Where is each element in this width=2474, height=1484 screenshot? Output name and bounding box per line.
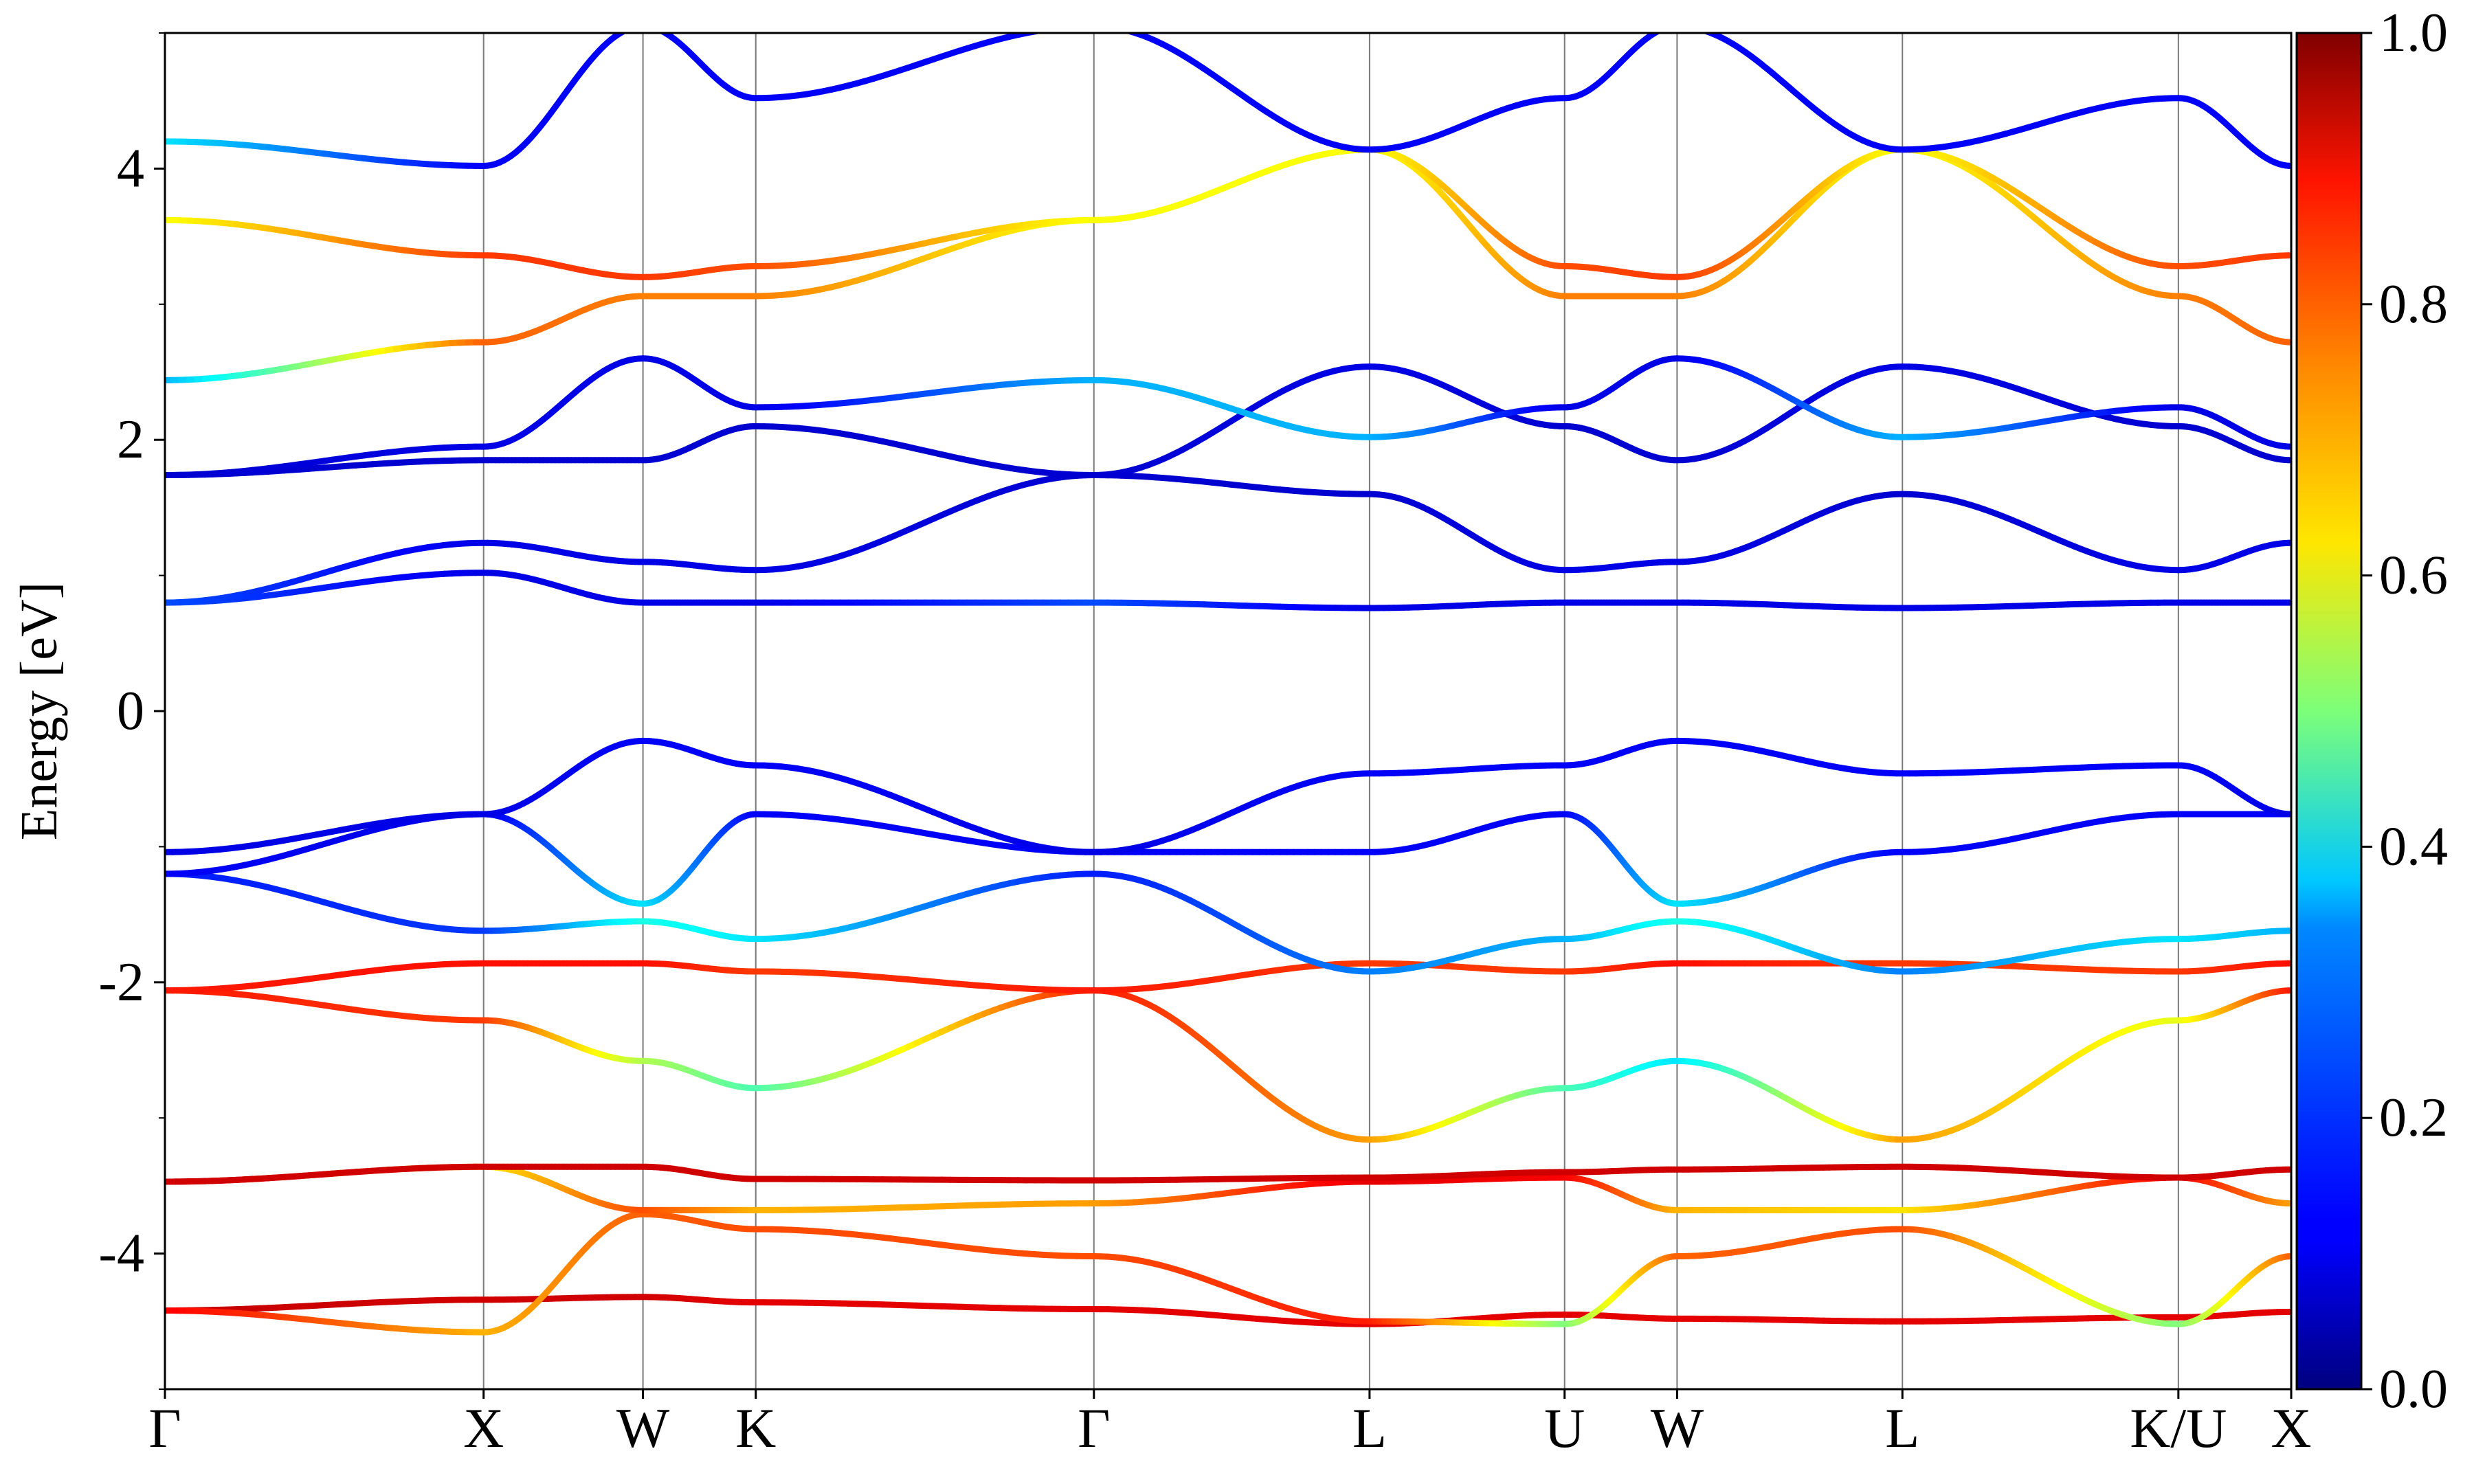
band-line — [165, 811, 2291, 907]
grid-lines — [482, 33, 2179, 1389]
band-line — [165, 472, 2291, 606]
band-line — [165, 870, 2291, 975]
band-line — [165, 1163, 2291, 1185]
band-line — [165, 355, 2291, 479]
band-line — [165, 737, 2291, 855]
band-line — [165, 960, 2291, 994]
band-line — [165, 570, 2291, 611]
band-lines — [165, 33, 2291, 1336]
band-line — [165, 1211, 2291, 1336]
